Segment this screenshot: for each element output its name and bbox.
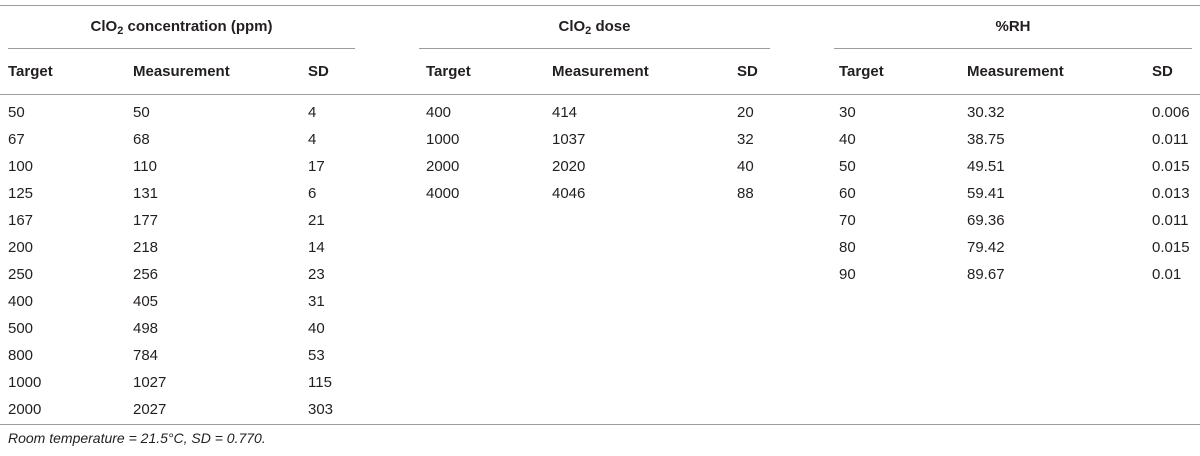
table-cell-measurement: 177 bbox=[133, 212, 159, 229]
group-title-clo2-concentration: ClO2 concentration (ppm) bbox=[90, 18, 273, 37]
column-header-target: Target bbox=[8, 63, 53, 80]
table-bottom-rule bbox=[0, 424, 1200, 425]
table-cell-sd: 115 bbox=[308, 374, 332, 391]
table-top-rule bbox=[0, 5, 1200, 6]
table-cell-measurement: 2027 bbox=[133, 401, 167, 418]
table-cell-measurement: 49.51 bbox=[967, 158, 1005, 175]
table-cell-measurement: 110 bbox=[133, 158, 157, 175]
table-cell-target: 40 bbox=[839, 131, 856, 148]
table-cell-target: 400 bbox=[426, 104, 452, 121]
table-cell-target: 100 bbox=[8, 158, 34, 175]
table-cell-measurement: 414 bbox=[552, 104, 578, 121]
table-cell-measurement: 218 bbox=[133, 239, 159, 256]
table-cell-sd: 303 bbox=[308, 401, 334, 418]
table-cell-measurement: 4046 bbox=[552, 185, 586, 202]
table-cell-sd: 0.011 bbox=[1152, 212, 1189, 229]
group-rule-clo2-concentration bbox=[8, 48, 355, 49]
group-title-rh: %RH bbox=[995, 18, 1031, 35]
table-cell-sd: 40 bbox=[308, 320, 325, 337]
table-cell-target: 200 bbox=[8, 239, 34, 256]
table-cell-measurement: 38.75 bbox=[967, 131, 1005, 148]
header-bottom-rule bbox=[0, 94, 1200, 95]
table-cell-target: 250 bbox=[8, 266, 34, 283]
table-cell-sd: 0.011 bbox=[1152, 131, 1189, 148]
table-cell-target: 80 bbox=[839, 239, 856, 256]
table-cell-sd: 0.015 bbox=[1152, 239, 1190, 256]
table-cell-measurement: 30.32 bbox=[967, 104, 1005, 121]
table-cell-target: 90 bbox=[839, 266, 856, 283]
table-cell-target: 50 bbox=[839, 158, 856, 175]
table-cell-sd: 88 bbox=[737, 185, 754, 202]
column-header-sd: SD bbox=[1152, 63, 1173, 80]
table-cell-target: 125 bbox=[8, 185, 34, 202]
column-header-measurement: Measurement bbox=[552, 63, 649, 80]
table-cell-target: 400 bbox=[8, 293, 34, 310]
table-cell-sd: 20 bbox=[737, 104, 754, 121]
table-cell-target: 30 bbox=[839, 104, 856, 121]
table-cell-measurement: 1027 bbox=[133, 374, 167, 391]
table-cell-sd: 53 bbox=[308, 347, 325, 364]
table-cell-measurement: 50 bbox=[133, 104, 150, 121]
table-cell-target: 67 bbox=[8, 131, 25, 148]
table-cell-sd: 14 bbox=[308, 239, 325, 256]
table-cell-sd: 23 bbox=[308, 266, 325, 283]
table-cell-sd: 0.006 bbox=[1152, 104, 1190, 121]
table-cell-measurement: 1037 bbox=[552, 131, 586, 148]
table-cell-measurement: 405 bbox=[133, 293, 159, 310]
table-cell-target: 1000 bbox=[8, 374, 42, 391]
table-cell-sd: 40 bbox=[737, 158, 754, 175]
table-cell-measurement: 69.36 bbox=[967, 212, 1005, 229]
table-cell-sd: 31 bbox=[308, 293, 325, 310]
table-cell-measurement: 68 bbox=[133, 131, 150, 148]
table-cell-target: 60 bbox=[839, 185, 856, 202]
table-cell-measurement: 256 bbox=[133, 266, 159, 283]
column-header-target: Target bbox=[839, 63, 884, 80]
table-cell-measurement: 2020 bbox=[552, 158, 586, 175]
column-header-sd: SD bbox=[308, 63, 329, 80]
table-cell-target: 70 bbox=[839, 212, 856, 229]
table-cell-target: 2000 bbox=[426, 158, 460, 175]
table-cell-sd: 0.01 bbox=[1152, 266, 1182, 283]
column-header-measurement: Measurement bbox=[133, 63, 230, 80]
table-cell-target: 1000 bbox=[426, 131, 460, 148]
table-cell-target: 167 bbox=[8, 212, 34, 229]
table-cell-sd: 32 bbox=[737, 131, 754, 148]
table-footnote: Room temperature = 21.5°C, SD = 0.770. bbox=[8, 430, 266, 446]
table-cell-measurement: 79.42 bbox=[967, 239, 1005, 256]
group-rule-clo2-dose bbox=[419, 48, 770, 49]
table-cell-measurement: 498 bbox=[133, 320, 159, 337]
table-cell-target: 4000 bbox=[426, 185, 460, 202]
table-cell-sd: 4 bbox=[308, 104, 317, 121]
table-cell-measurement: 59.41 bbox=[967, 185, 1005, 202]
table-cell-sd: 4 bbox=[308, 131, 317, 148]
table-cell-sd: 0.015 bbox=[1152, 158, 1190, 175]
group-rule-rh bbox=[834, 48, 1192, 49]
table-cell-target: 500 bbox=[8, 320, 34, 337]
column-header-sd: SD bbox=[737, 63, 758, 80]
table-cell-measurement: 784 bbox=[133, 347, 159, 364]
table-cell-measurement: 89.67 bbox=[967, 266, 1005, 283]
table-cell-sd: 21 bbox=[308, 212, 325, 229]
table-cell-sd: 0.013 bbox=[1152, 185, 1190, 202]
table-cell-target: 2000 bbox=[8, 401, 42, 418]
column-header-target: Target bbox=[426, 63, 471, 80]
table-cell-sd: 17 bbox=[308, 158, 325, 175]
group-title-clo2-dose: ClO2 dose bbox=[558, 18, 631, 37]
column-header-measurement: Measurement bbox=[967, 63, 1064, 80]
table-cell-measurement: 131 bbox=[133, 185, 159, 202]
table-cell-target: 800 bbox=[8, 347, 34, 364]
table-cell-target: 50 bbox=[8, 104, 25, 121]
table-cell-sd: 6 bbox=[308, 185, 317, 202]
